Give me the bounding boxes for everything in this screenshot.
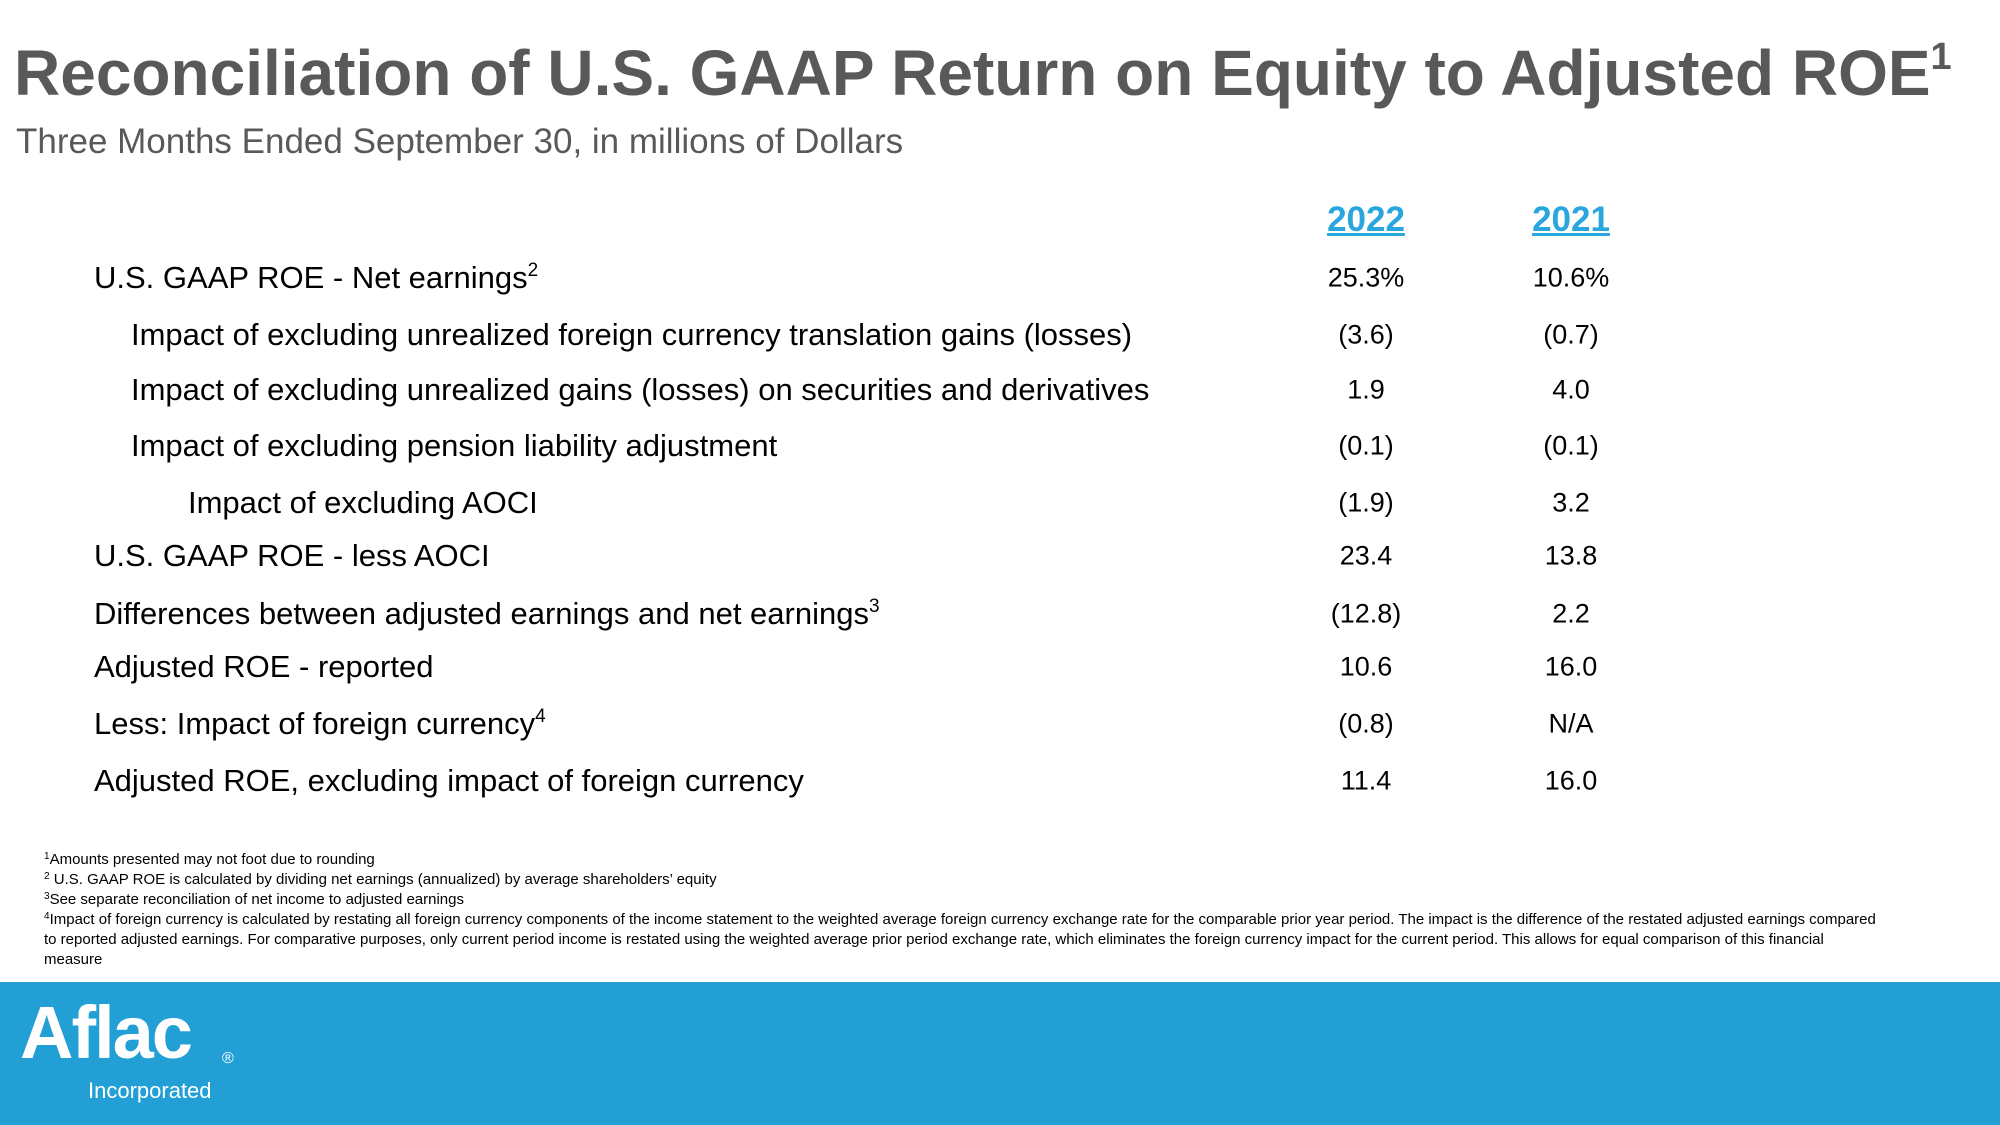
- footer-band: [0, 982, 2000, 1125]
- cell-value: 16.0: [1544, 765, 1598, 796]
- footnote-text: See separate reconciliation of net incom…: [49, 891, 464, 908]
- footnote-text: U.S. GAAP ROE is calculated by dividing …: [49, 871, 717, 888]
- row-label: U.S. GAAP ROE - Net earnings2: [94, 260, 538, 296]
- row-label-text: Adjusted ROE, excluding impact of foreig…: [94, 763, 804, 798]
- row-label-text: Impact of excluding pension liability ad…: [131, 428, 778, 463]
- cell-value: (3.6): [1338, 319, 1394, 350]
- logo-name: Aflac: [20, 991, 193, 1074]
- footnotes: 1Amounts presented may not foot due to r…: [44, 850, 1879, 970]
- row-label: Impact of excluding unrealized foreign c…: [131, 317, 1132, 353]
- row-label-text: Less: Impact of foreign currency: [94, 706, 536, 741]
- footnote-mark: 2: [44, 871, 50, 882]
- cell-value: (0.1): [1543, 430, 1599, 461]
- row-label-text: Impact of excluding unrealized gains (lo…: [131, 372, 1150, 407]
- footnote-text: Amounts presented may not foot due to ro…: [49, 851, 375, 868]
- footnote: 4Impact of foreign currency is calculate…: [44, 910, 1879, 970]
- cell-value: (12.8): [1330, 598, 1402, 629]
- row-label-sup: 4: [535, 706, 546, 727]
- row-label: Adjusted ROE - reported: [94, 649, 433, 685]
- cell-value: 4.0: [1552, 374, 1590, 405]
- column-header: 2021: [1532, 200, 1610, 239]
- footnote-mark: 3: [44, 891, 50, 902]
- row-label: Impact of excluding pension liability ad…: [131, 428, 777, 464]
- cell-value: (0.8): [1338, 708, 1394, 739]
- title-sup: 1: [1930, 36, 1952, 78]
- cell-value: 1.9: [1347, 374, 1385, 405]
- footnote: 2 U.S. GAAP ROE is calculated by dividin…: [44, 870, 1879, 890]
- row-label-sup: 2: [527, 260, 539, 281]
- logo-tagline: Incorporated: [88, 1078, 212, 1103]
- column-header: 2022: [1327, 200, 1405, 239]
- footnote-mark: 1: [44, 851, 50, 862]
- row-label-sup: 3: [868, 596, 880, 617]
- footnote: 3See separate reconciliation of net inco…: [44, 890, 1879, 910]
- cell-value: 25.3%: [1327, 262, 1405, 293]
- footnote-mark: 4: [44, 911, 50, 922]
- title: Reconciliation of U.S. GAAP Return on Eq…: [14, 36, 1952, 110]
- cell-value: 13.8: [1544, 540, 1598, 571]
- row-label: Less: Impact of foreign currency4: [94, 706, 546, 742]
- row-label: U.S. GAAP ROE - less AOCI: [94, 538, 490, 574]
- row-label: Adjusted ROE, excluding impact of foreig…: [94, 763, 804, 799]
- footnote-text: Impact of foreign currency is calculated…: [44, 911, 1876, 968]
- row-label: Impact of excluding AOCI: [188, 485, 538, 521]
- cell-value: 10.6%: [1532, 262, 1610, 293]
- row-label-text: Impact of excluding AOCI: [188, 485, 538, 520]
- cell-value: 2.2: [1552, 598, 1590, 629]
- cell-value: 11.4: [1340, 765, 1392, 796]
- row-label-text: Impact of excluding unrealized foreign c…: [131, 317, 1133, 352]
- subtitle: Three Months Ended September 30, in mill…: [16, 122, 904, 161]
- row-label: Differences between adjusted earnings an…: [94, 596, 880, 632]
- cell-value: (0.1): [1338, 430, 1394, 461]
- footnote: 1Amounts presented may not foot due to r…: [44, 850, 1879, 870]
- cell-value: 23.4: [1339, 540, 1393, 571]
- logo-mark: ®: [222, 1050, 234, 1067]
- cell-value: (1.9): [1338, 487, 1394, 518]
- cell-value: N/A: [1548, 708, 1594, 739]
- title-text: Reconciliation of U.S. GAAP Return on Eq…: [14, 37, 1931, 109]
- row-label-text: Differences between adjusted earnings an…: [94, 596, 869, 631]
- row-label-text: Adjusted ROE - reported: [94, 649, 434, 684]
- cell-value: (0.7): [1543, 319, 1599, 350]
- cell-value: 3.2: [1552, 487, 1590, 518]
- row-label-text: U.S. GAAP ROE - less AOCI: [94, 538, 490, 573]
- cell-value: 16.0: [1544, 651, 1598, 682]
- row-label: Impact of excluding unrealized gains (lo…: [131, 372, 1149, 408]
- row-label-text: U.S. GAAP ROE - Net earnings: [94, 260, 528, 295]
- cell-value: 10.6: [1339, 651, 1393, 682]
